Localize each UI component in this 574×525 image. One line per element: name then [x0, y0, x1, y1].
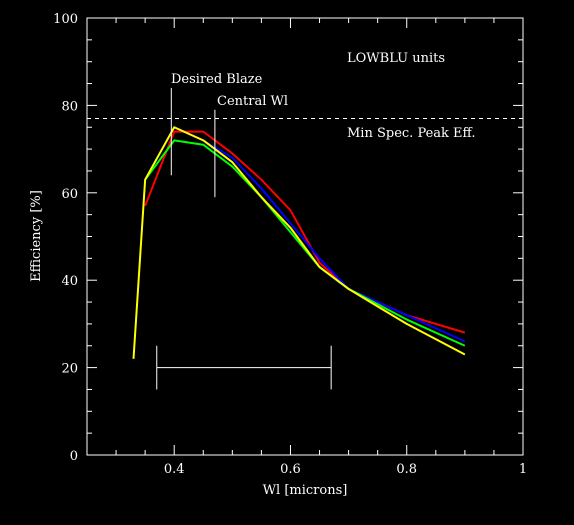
x-tick-label: 0.4 [164, 462, 185, 477]
y-tick-label: 60 [61, 187, 78, 202]
x-axis-title: Wl [microns] [263, 483, 348, 498]
x-tick-label: 0.6 [280, 462, 301, 477]
y-tick-label: 100 [53, 12, 78, 27]
series-line [132, 126, 466, 359]
series-line [144, 139, 466, 347]
y-axis-title: Efficiency [%] [29, 190, 44, 282]
x-tick-label: 0.8 [396, 462, 417, 477]
central-wl-label: Central Wl [217, 94, 288, 109]
axis-tick-labels: 0.4 0.6 0.8 1 0 20 40 60 80 100 [53, 12, 527, 477]
series-line [144, 126, 466, 343]
units-annotation: LOWBLU units [347, 51, 445, 66]
y-tick-label: 20 [61, 362, 78, 377]
x-tick-label: 1 [519, 462, 527, 477]
annotations: Min Spec. Peak Eff. Desired Blaze Centra… [87, 51, 523, 390]
y-tick-label: 0 [70, 449, 78, 464]
desired-blaze-label: Desired Blaze [171, 72, 263, 87]
y-tick-label: 80 [61, 99, 78, 114]
min-spec-label: Min Spec. Peak Eff. [347, 126, 475, 141]
axis-ticks [86, 17, 524, 456]
data-series [132, 126, 466, 359]
wavelength-range-bar [156, 345, 332, 390]
series-line [144, 130, 466, 334]
y-tick-label: 40 [61, 274, 78, 289]
